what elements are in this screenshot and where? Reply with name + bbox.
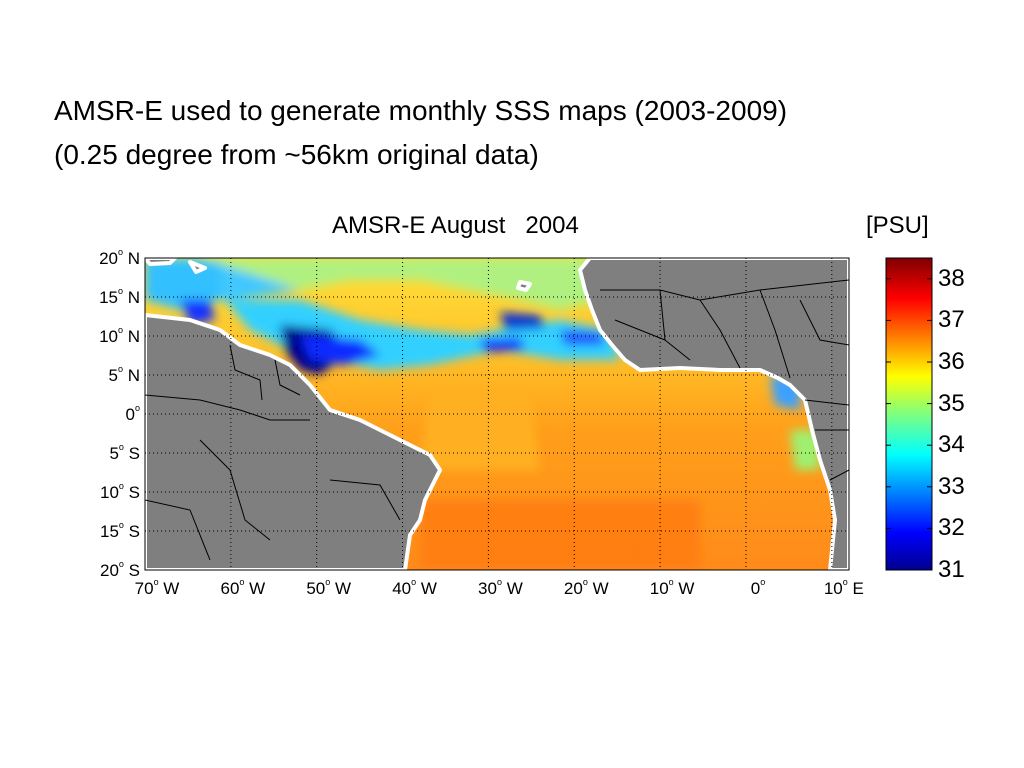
caribbean-island — [145, 258, 177, 266]
lat-tick-label: 5o S — [109, 442, 140, 463]
map-grid — [145, 258, 849, 570]
slide-heading-line1: AMSR-E used to generate monthly SSS maps… — [54, 95, 788, 126]
country-borders — [145, 279, 849, 561]
colorbar-tick-label: 31 — [938, 556, 965, 583]
lon-tick-label: 0o — [750, 577, 766, 598]
cape-verde-island — [516, 280, 532, 292]
colorbar-unit-label: [PSU] — [866, 212, 929, 239]
colorbar-tick-label: 33 — [938, 472, 965, 500]
map-title: AMSR-E August 2004 — [332, 212, 579, 239]
lon-tick-label: 30o W — [478, 577, 523, 598]
lon-tick-label: 10o W — [649, 577, 695, 598]
lat-tick-label: 15o S — [100, 520, 140, 541]
lon-tick-label: 60o W — [220, 577, 266, 598]
colorbar-ticks — [886, 278, 932, 571]
colorbar-tick-label: 37 — [938, 306, 965, 334]
lon-tick-label: 40o W — [392, 577, 437, 598]
lat-tick-label: 10o S — [100, 481, 140, 502]
south-america-land — [145, 313, 442, 570]
lat-tick-label: 20o N — [99, 247, 140, 268]
lon-tick-label: 20o W — [563, 577, 609, 598]
map-area — [145, 258, 849, 570]
map-frame — [144, 257, 850, 571]
salinity-anomalies — [145, 258, 820, 570]
colorbar-tick-label: 36 — [938, 348, 965, 375]
lat-tick-label: 10o N — [99, 325, 140, 346]
colorbar — [885, 257, 933, 571]
slide-heading-line2: (0.25 degree from ~56km original data) — [54, 139, 539, 170]
lon-tick-label: 70o W — [134, 577, 180, 598]
caribbean-island — [188, 260, 207, 274]
lat-tick-label: 0o — [125, 403, 140, 424]
lat-tick-label: 5o N — [108, 364, 140, 385]
colorbar-tick-label: 34 — [938, 431, 965, 459]
lon-tick-label: 10o E — [823, 577, 864, 598]
lat-tick-label: 20o S — [100, 559, 140, 580]
colorbar-tick-label: 38 — [938, 264, 965, 292]
colorbar-tick-label: 35 — [938, 389, 965, 417]
lon-tick-label: 50o W — [306, 577, 352, 598]
lat-tick-label: 15o N — [99, 286, 140, 307]
colorbar-tick-label: 32 — [938, 514, 965, 542]
